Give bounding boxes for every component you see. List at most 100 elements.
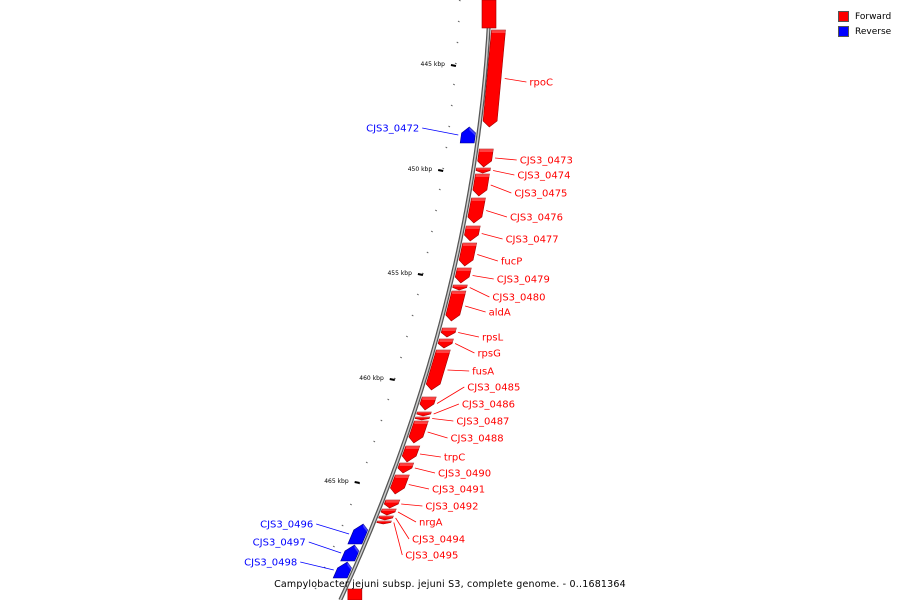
gene-label-CJS3_0498[interactable]: CJS3_0498 — [244, 558, 297, 569]
minor-tick — [365, 461, 368, 464]
gene-CJS3_0485[interactable] — [419, 396, 437, 411]
reverse-swatch — [838, 26, 849, 37]
gene-label-CJS3_0486[interactable]: CJS3_0486 — [462, 400, 515, 411]
gene-label-CJS3_0488[interactable]: CJS3_0488 — [451, 434, 504, 445]
gene-label-nrgA[interactable]: nrgA — [419, 518, 443, 529]
gene-rpsL[interactable] — [440, 327, 457, 338]
gene-CJS3_0488[interactable] — [408, 420, 429, 444]
gene-fusA[interactable] — [425, 349, 451, 391]
gene-label-aldA[interactable]: aldA — [489, 308, 511, 319]
tick-label: 455 kbp — [387, 270, 412, 277]
gene-CJS3_0486[interactable] — [416, 411, 432, 417]
gene-partial-top — [481, 0, 497, 29]
gene-shine — [436, 350, 451, 353]
minor-tick — [442, 167, 445, 170]
gene-label-fucP[interactable]: fucP — [501, 257, 522, 268]
gene-label-CJS3_0475[interactable]: CJS3_0475 — [514, 189, 567, 200]
minor-tick — [349, 503, 352, 506]
tick-label: 450 kbp — [408, 166, 433, 173]
minor-tick — [452, 83, 455, 86]
gene-CJS3_0494[interactable] — [378, 515, 394, 521]
legend-reverse: Reverse — [838, 24, 891, 39]
gene-shine — [476, 168, 491, 170]
gene-label-CJS3_0485[interactable]: CJS3_0485 — [467, 383, 520, 394]
gene-CJS3_0497[interactable] — [340, 544, 360, 562]
gene-shine — [469, 127, 476, 136]
gene-CJS3_0474[interactable] — [475, 167, 491, 174]
gene-fucP[interactable] — [458, 242, 478, 267]
minor-tick — [421, 272, 424, 275]
gene-trpC[interactable] — [401, 445, 421, 463]
gene-label-CJS3_0495[interactable]: CJS3_0495 — [405, 551, 458, 562]
label-connector — [393, 522, 403, 556]
label-connector — [422, 127, 459, 136]
gene-label-CJS3_0491[interactable]: CJS3_0491 — [432, 485, 485, 496]
gene-shine — [399, 463, 414, 466]
gene-label-fusA[interactable]: fusA — [472, 367, 494, 378]
label-connector — [401, 503, 423, 507]
gene-label-CJS3_0473[interactable]: CJS3_0473 — [520, 156, 573, 167]
genome-caption: Campylobacter jejuni subsp. jejuni S3, c… — [274, 579, 626, 590]
gene-label-rpoC[interactable]: rpoC — [529, 78, 553, 89]
label-connector — [316, 523, 350, 535]
gene-label-CJS3_0476[interactable]: CJS3_0476 — [510, 213, 563, 224]
minor-tick — [411, 314, 414, 317]
minor-tick — [456, 41, 459, 44]
gene-label-rpsG[interactable]: rpsG — [477, 349, 500, 360]
gene-label-CJS3_0496[interactable]: CJS3_0496 — [260, 520, 313, 531]
label-connector — [494, 157, 517, 161]
gene-label-CJS3_0474[interactable]: CJS3_0474 — [517, 171, 570, 182]
gene-label-CJS3_0479[interactable]: CJS3_0479 — [497, 275, 550, 286]
minor-tick — [373, 440, 376, 443]
gene-CJS3_0498[interactable] — [332, 561, 352, 579]
gene-CJS3_0491[interactable] — [390, 474, 410, 495]
gene-label-CJS3_0487[interactable]: CJS3_0487 — [456, 417, 509, 428]
gene-shine — [385, 500, 400, 503]
gene-CJS3_0479[interactable] — [454, 267, 472, 284]
label-connector — [433, 403, 460, 415]
gene-label-CJS3_0490[interactable]: CJS3_0490 — [438, 469, 491, 480]
gene-labels: rpoC CJS3_0472 CJS3_0473 CJS3_0474 CJS3_0475… — [244, 78, 573, 571]
label-connector — [454, 343, 475, 354]
gene-rpoC[interactable] — [482, 29, 506, 128]
gene-CJS3_0472[interactable] — [459, 126, 476, 144]
gene-label-rpsL[interactable]: rpsL — [482, 333, 504, 344]
minor-tick — [416, 293, 419, 296]
minor-tick — [426, 251, 429, 254]
gene-CJS3_0475[interactable] — [472, 173, 490, 197]
gene-CJS3_0496[interactable] — [347, 523, 369, 545]
major-tick — [437, 169, 444, 172]
gene-CJS3_0473[interactable] — [477, 148, 494, 168]
gene-CJS3_0480[interactable] — [452, 284, 468, 291]
gene-aldA[interactable] — [445, 290, 467, 322]
label-connector — [469, 287, 490, 298]
gene-label-CJS3_0477[interactable]: CJS3_0477 — [506, 235, 559, 246]
gene-CJS3_0476[interactable] — [467, 197, 486, 224]
tick-label: 465 kbp — [324, 478, 349, 485]
gene-label-CJS3_0494[interactable]: CJS3_0494 — [412, 535, 465, 546]
gene-CJS3_0477[interactable] — [464, 225, 481, 242]
gene-CJS3_0487[interactable] — [414, 416, 431, 421]
label-connector — [419, 453, 441, 458]
minor-tick — [332, 545, 335, 548]
gene-rpsG[interactable] — [437, 338, 454, 349]
gene-label-CJS3_0492[interactable]: CJS3_0492 — [425, 502, 478, 513]
label-connector — [465, 305, 486, 313]
minor-tick — [445, 146, 448, 149]
minor-tick — [341, 524, 344, 527]
gene-label-CJS3_0480[interactable]: CJS3_0480 — [492, 293, 545, 304]
gene-label-trpC[interactable]: trpC — [444, 453, 465, 464]
tick-label: 460 kbp — [359, 375, 384, 382]
minor-tick — [405, 335, 408, 338]
gene-label-CJS3_0497[interactable]: CJS3_0497 — [253, 538, 306, 549]
label-connector — [486, 210, 508, 218]
gene-CJS3_0492[interactable] — [383, 499, 401, 509]
gene-shine — [395, 475, 410, 478]
minor-tick — [380, 419, 383, 422]
gene-label-CJS3_0472[interactable]: CJS3_0472 — [366, 124, 419, 135]
gene-CJS3_0490[interactable] — [397, 462, 415, 474]
gene-nrgA[interactable] — [380, 508, 397, 516]
gene-CJS3_0495[interactable] — [376, 520, 392, 525]
gene-shine — [405, 446, 420, 449]
